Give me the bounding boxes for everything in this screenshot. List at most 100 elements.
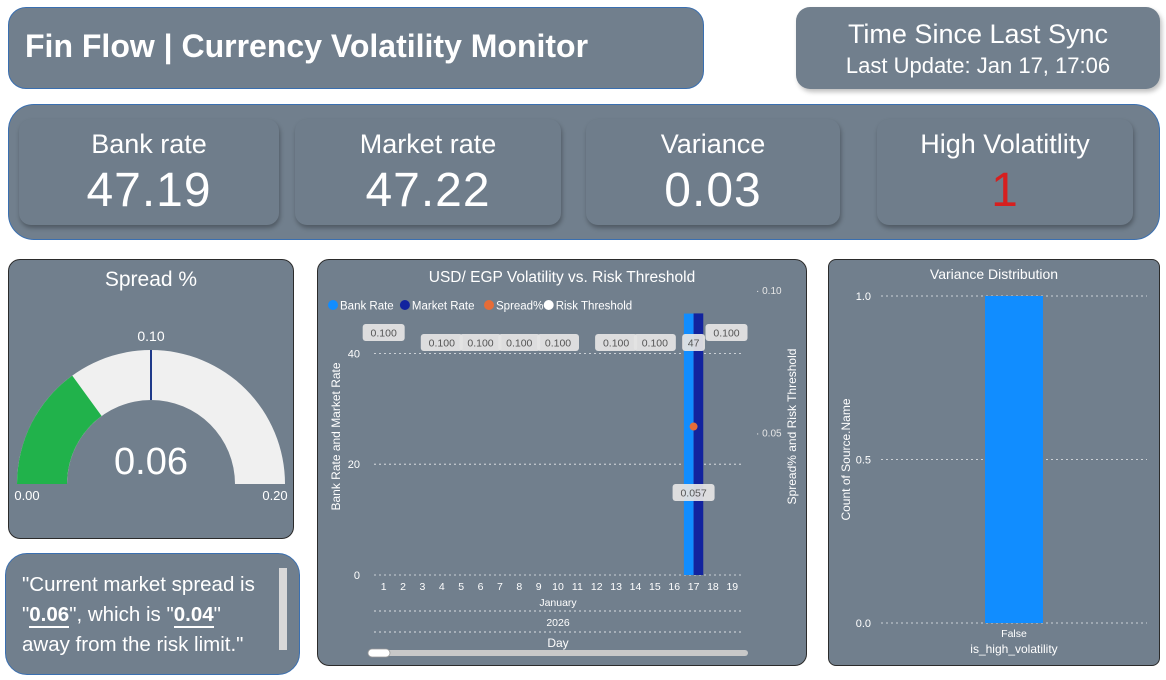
narrative-spread-value: 0.06 <box>29 603 70 628</box>
data-label-box <box>498 334 541 351</box>
kpi-value: 47.22 <box>365 164 491 217</box>
x-tick-label: 19 <box>726 581 738 593</box>
legend-marker <box>328 300 338 310</box>
kpi-band: Bank rate 47.19 Market rate 47.22 Varian… <box>8 104 1160 240</box>
volatility-chart-card[interactable]: USD/ EGP Volatility vs. Risk Threshold Ba… <box>317 259 807 666</box>
data-label: 0.100 <box>713 328 739 340</box>
x-tick-label: 14 <box>630 581 642 593</box>
x-tick-label: 12 <box>591 581 603 593</box>
y2-tick-label: · 0.05 <box>756 429 782 440</box>
gauge-chart: 0.10 0.06 0.00 0.20 <box>14 328 287 503</box>
y-axis-label: Bank Rate and Market Rate <box>329 362 343 510</box>
gauge-title: Spread % <box>104 268 198 291</box>
data-label: 0.100 <box>603 338 629 350</box>
data-label: 0.100 <box>642 338 668 350</box>
legend-marker <box>543 300 554 310</box>
sync-card: Time Since Last Sync Last Update: Jan 17… <box>796 7 1160 89</box>
sync-title: Time Since Last Sync <box>847 19 1109 49</box>
gauge-fill <box>17 375 102 484</box>
x-tick-label: 13 <box>610 581 622 593</box>
gauge-target-label: 0.10 <box>137 328 164 344</box>
x-tick-label: 18 <box>707 581 719 593</box>
narrative-distance-value: 0.04 <box>173 603 214 628</box>
x-tick-label: 7 <box>497 581 503 593</box>
y-tick-label: 1.0 <box>856 291 871 303</box>
data-label-box <box>459 334 502 351</box>
spread-narrative: "Current market spread is "0.06", which … <box>22 570 274 660</box>
data-label: 0.100 <box>371 328 397 340</box>
y-axis-label: Count of Source.Name <box>839 398 853 520</box>
page-title: Fin Flow | Currency Volatility Monitor <box>25 28 589 64</box>
x-tick-label: 11 <box>572 581 583 593</box>
y2-tick-label: · 0.10 <box>756 286 782 297</box>
narrative-scrollbar[interactable] <box>279 568 287 650</box>
y-tick-label: 0.0 <box>856 618 871 630</box>
legend-marker <box>484 300 494 310</box>
x-axis-label: Day <box>547 636 568 650</box>
chart-title: Variance Distribution <box>930 266 1058 282</box>
variance-distribution-chart: Variance Distribution 0.0 0.5 1.0 Count of S… <box>839 266 1147 656</box>
y2-axis-label: Spread% and Risk Threshold <box>785 349 799 505</box>
y-tick-label: 0.5 <box>856 455 871 467</box>
x-tick-label: 16 <box>668 581 680 593</box>
narrative-text: ", which is " <box>69 603 174 626</box>
kpi-card-variance[interactable]: Variance 0.03 <box>586 119 840 225</box>
legend-label: Spread% <box>496 301 543 313</box>
data-label-box <box>595 334 638 351</box>
volatility-chart: USD/ EGP Volatility vs. Risk Threshold Ba… <box>328 269 799 658</box>
data-label-box <box>682 334 705 351</box>
data-label: 0.100 <box>545 338 571 350</box>
data-label-box <box>537 334 579 351</box>
x-tick-label: 4 <box>439 581 445 593</box>
x-month-label: January <box>539 597 577 609</box>
x-tick-label: 1 <box>381 581 387 593</box>
bar-market-rate <box>693 313 704 575</box>
data-label: 0.100 <box>429 338 455 350</box>
gauge-max-label: 0.20 <box>262 488 287 503</box>
kpi-label: Market rate <box>359 129 497 159</box>
data-label-box <box>672 484 715 501</box>
data-label: 47 <box>688 338 700 350</box>
x-tick-label: 9 <box>536 581 542 593</box>
data-label-box <box>362 324 405 341</box>
variance-distribution-card[interactable]: Variance Distribution 0.0 0.5 1.0 Count of S… <box>828 259 1160 666</box>
kpi-value: 1 <box>991 164 1019 217</box>
chart-scrollbar-thumb[interactable] <box>367 648 391 658</box>
gauge-value: 0.06 <box>114 441 188 483</box>
spread-narrative-card: "Current market spread is "0.06", which … <box>5 553 300 675</box>
point-spread <box>689 422 698 431</box>
last-update-label: Last Update: Jan 17, 17:06 <box>845 53 1111 78</box>
legend-marker <box>399 300 410 310</box>
data-label: 0.100 <box>506 338 532 350</box>
data-label-box <box>420 334 463 351</box>
legend-label: Risk Threshold <box>556 301 633 313</box>
legend-label: Bank Rate <box>340 301 394 313</box>
data-label-box <box>705 324 748 341</box>
narrative-text: "Current market spread is " <box>22 573 255 626</box>
x-tick-label: 17 <box>688 581 700 593</box>
kpi-value: 47.19 <box>86 164 212 217</box>
x-tick-label: 10 <box>552 581 564 593</box>
y-tick-label: 20 <box>348 459 360 471</box>
kpi-card-bank-rate[interactable]: Bank rate 47.19 <box>19 119 279 225</box>
x-year-label: 2026 <box>546 617 570 629</box>
x-tick-label: False <box>1001 628 1027 640</box>
chart-scrollbar[interactable] <box>368 650 748 656</box>
narrative-text: " away from the risk limit." <box>22 603 244 656</box>
kpi-label: Variance <box>660 129 766 159</box>
data-label: 0.100 <box>467 338 493 350</box>
gauge-track <box>17 350 285 484</box>
y-tick-label: 40 <box>348 348 360 360</box>
gauge-card[interactable]: Spread % 0.10 0.06 0.00 0.20 <box>8 259 294 539</box>
bar-bank-rate <box>683 313 694 575</box>
bar-variance <box>985 296 1043 623</box>
chart-title: USD/ EGP Volatility vs. Risk Threshold <box>429 269 695 286</box>
x-tick-label: 5 <box>458 581 464 593</box>
x-tick-label: 8 <box>516 581 522 593</box>
y-tick-label: 0 <box>354 570 360 582</box>
x-tick-label: 2 <box>400 581 406 593</box>
kpi-card-market-rate[interactable]: Market rate 47.22 <box>295 119 561 225</box>
x-tick-label: 15 <box>649 581 661 593</box>
kpi-card-high-volatility[interactable]: High Volatitlity 1 <box>877 119 1133 225</box>
kpi-value: 0.03 <box>664 164 762 217</box>
